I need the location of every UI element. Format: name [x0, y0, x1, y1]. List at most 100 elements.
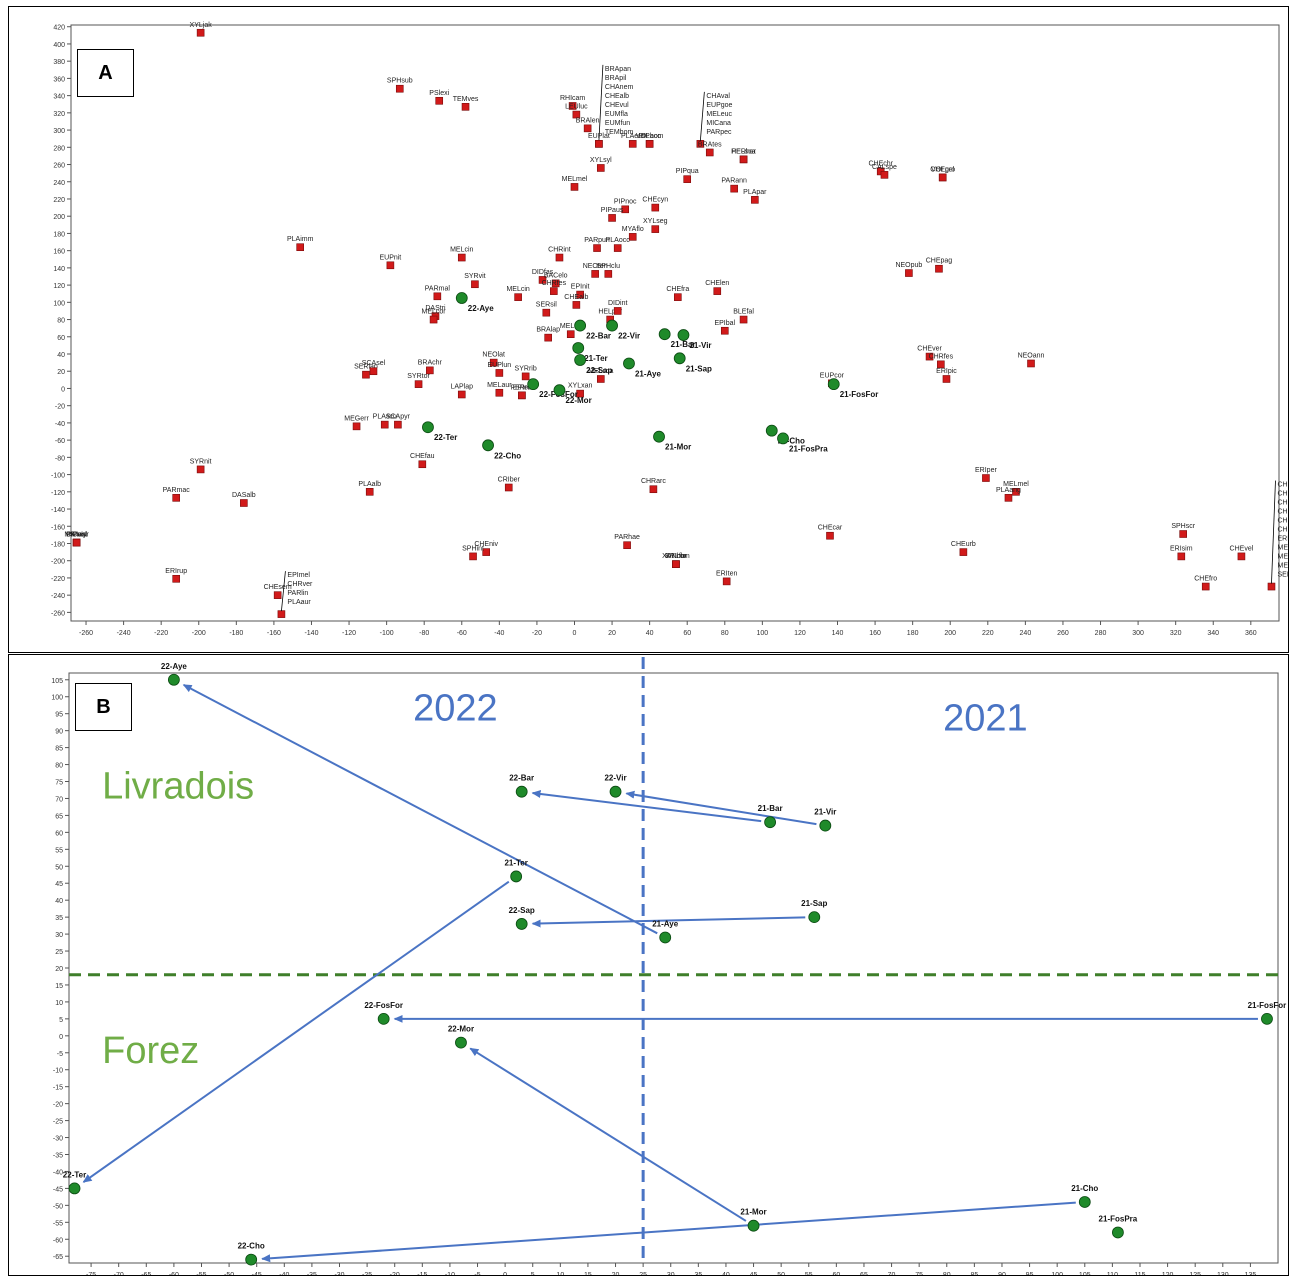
species-point-scasel	[369, 367, 378, 376]
species-point-pipqua	[683, 175, 692, 183]
x-tick-label: 160	[869, 630, 881, 637]
species-label-pslexi: PSlexi	[429, 90, 449, 97]
y-tick-label: 70	[55, 796, 63, 803]
species-label-epimel: EPImel	[287, 572, 310, 579]
site-label-21-fosfor: 21-FosFor	[1248, 1001, 1287, 1010]
species-point-eriten	[722, 577, 731, 586]
site-point-22-cho	[482, 439, 494, 452]
species-point-melmel	[570, 183, 579, 191]
x-tick-label: 200	[944, 630, 956, 637]
species-point-eriper	[982, 474, 990, 482]
species-label-eupcor: EUPcor	[820, 372, 845, 379]
species-label-melcor: MELcor	[422, 309, 447, 316]
x-tick-label: 120	[794, 630, 806, 637]
y-tick-label: 25	[55, 949, 63, 956]
species-point-plaang	[1004, 494, 1013, 502]
species-label-chrfes: CHRfes	[542, 280, 567, 287]
species-label-cheuvi: CHEuvi	[1277, 527, 1288, 534]
x-tick-label: 115	[1134, 1272, 1145, 1275]
site-label-22-cho: 22-Cho	[238, 1242, 265, 1251]
y-tick-label: -60	[53, 1237, 63, 1244]
site-label-21-ter: 21-Ter	[504, 858, 527, 867]
species-label-chepub: CHEpub	[1277, 518, 1288, 525]
site-point-21-fospra	[777, 432, 789, 445]
species-label-chaval: CHAval	[706, 93, 730, 100]
y-tick-label: 180	[53, 231, 65, 238]
species-label-checla: CHEcla	[1277, 500, 1288, 507]
species-label-pipnoc: PIPnoc	[614, 198, 637, 205]
species-label-melcin: MELcin	[506, 286, 529, 293]
species-label-chrint: CHRint	[548, 247, 571, 254]
x-tick-label: -120	[342, 630, 356, 637]
species-label-cheant: CHEant	[1277, 482, 1288, 489]
species-label-melaur: MELaur	[487, 382, 512, 389]
species-label-chefro: CHEfro	[1194, 576, 1217, 583]
species-label-plaocc: PLAocc	[606, 237, 631, 244]
y-tick-label: -100	[51, 473, 65, 480]
species-label-leuluc: LEUluc	[565, 104, 588, 111]
species-label-chanem: CHAnem	[605, 84, 634, 91]
x-tick-label: 25	[639, 1272, 647, 1275]
site-point-22-ter	[422, 421, 434, 434]
y-tick-label: 260	[53, 163, 65, 170]
y-tick-label: 140	[53, 266, 65, 273]
species-point-parann	[730, 184, 738, 193]
x-tick-label: -240	[117, 630, 131, 637]
species-label-chechr: CHEchr	[868, 160, 893, 167]
x-tick-label: 60	[683, 630, 691, 637]
species-point-calspe	[880, 171, 889, 179]
y-tick-label: 10	[55, 1000, 63, 1007]
y-tick-label: 0	[59, 1034, 63, 1041]
species-label-sphint: SPHint	[462, 545, 484, 552]
species-label-helper: HELper	[598, 309, 622, 316]
species-point-chefau	[418, 460, 427, 469]
species-label-dasalb: DASalb	[232, 492, 256, 499]
panel-label-a: A	[77, 49, 134, 97]
site-label-22-mor: 22-Mor	[565, 396, 591, 405]
x-tick-label: -140	[304, 630, 318, 637]
species-label-sphclu: SPHclu	[597, 263, 620, 270]
y-tick-label: -65	[53, 1254, 63, 1261]
y-tick-label: 40	[57, 352, 65, 359]
site-label-21-aye: 21-Aye	[635, 369, 661, 378]
y-tick-label: 75	[55, 780, 63, 787]
site-point-22-sap	[515, 918, 528, 930]
species-point-xyljak	[196, 28, 205, 37]
x-tick-label: 30	[667, 1272, 675, 1275]
site-label-22-mor: 22-Mor	[448, 1025, 474, 1034]
species-leader-line	[598, 64, 604, 141]
species-point-melcin	[457, 253, 466, 262]
y-tick-label: -25	[53, 1119, 63, 1126]
species-label-chevel: CHEvel	[1230, 545, 1254, 552]
y-tick-label: 5	[59, 1017, 63, 1024]
trajectory-arrow-21-vir-to-22-vir	[625, 790, 817, 826]
trajectory-arrow-21-ter-to-22-ter	[82, 880, 510, 1183]
species-point-megerr	[352, 422, 361, 431]
x-tick-label: -260	[79, 630, 93, 637]
species-label-sphsub: SPHsub	[387, 78, 413, 85]
site-point-22-mor	[455, 1036, 467, 1049]
x-tick-label: -15	[417, 1272, 427, 1275]
species-point-myaflo	[628, 233, 637, 241]
species-point-xylflo	[672, 560, 680, 568]
species-label-eumfun: EUMfun	[605, 120, 630, 127]
species-label-bacelo: BACelo	[544, 272, 568, 279]
y-tick-label: -15	[53, 1085, 63, 1092]
y-tick-label: 85	[55, 746, 63, 753]
species-point-pslexi	[435, 96, 444, 105]
y-tick-label: 420	[53, 25, 65, 32]
species-point-chever	[925, 352, 934, 361]
species-label-herher: HERher	[731, 148, 757, 155]
species-point-epinit	[576, 290, 584, 299]
y-tick-label: 105	[51, 678, 63, 685]
x-tick-label: -30	[334, 1272, 344, 1275]
species-point-xylsyl	[596, 164, 605, 172]
y-tick-label: -45	[53, 1186, 63, 1193]
species-point-cheniv	[482, 548, 490, 556]
region-label-forez: Forez	[102, 1030, 199, 1072]
y-tick-label: -160	[51, 524, 65, 531]
site-point-21-fospra	[1112, 1226, 1124, 1239]
y-tick-label: -20	[55, 404, 65, 411]
species-point-dasalb	[240, 499, 248, 507]
x-tick-label: -70	[114, 1272, 124, 1275]
